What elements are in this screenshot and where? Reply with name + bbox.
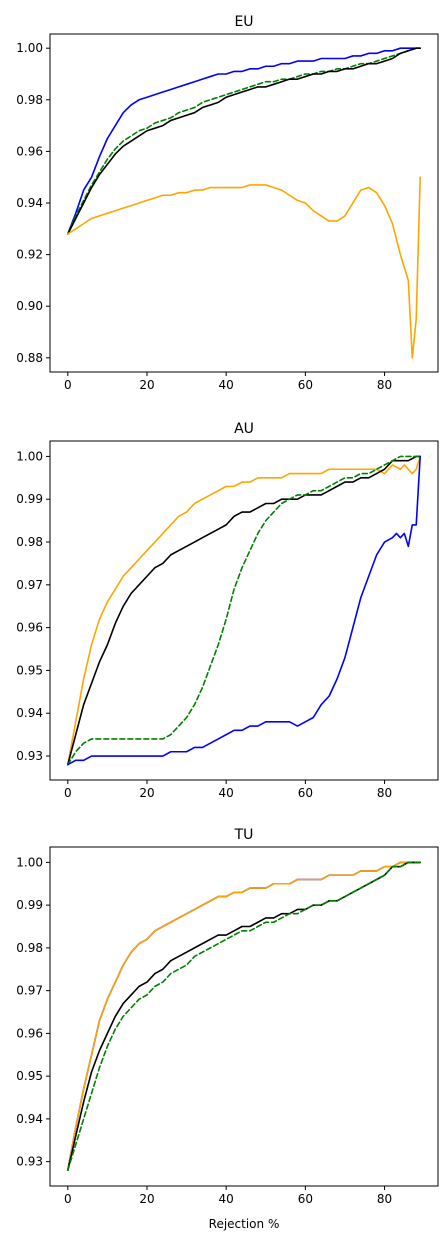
- y-tick-label: 0.95: [16, 663, 43, 677]
- y-tick-label: 0.98: [16, 93, 43, 107]
- y-tick-label: 0.94: [16, 1112, 43, 1126]
- y-tick-label: 0.96: [16, 621, 43, 635]
- x-tick-label: 80: [377, 1192, 392, 1206]
- chart-title: AU: [234, 421, 254, 437]
- y-tick-label: 0.99: [16, 898, 43, 912]
- series-line-0: [67, 47, 421, 235]
- y-tick-label: 1.00: [16, 855, 43, 869]
- x-axis-label: Rejection %: [209, 1217, 280, 1231]
- x-tick-label: 80: [377, 786, 392, 800]
- series-line-2: [67, 455, 421, 766]
- series-line-2: [67, 47, 421, 235]
- y-tick-label: 0.96: [16, 144, 43, 158]
- x-tick-label: 60: [298, 786, 313, 800]
- series-line-3: [67, 455, 421, 766]
- x-tick-label: 60: [298, 1192, 313, 1206]
- x-tick-label: 20: [139, 1192, 154, 1206]
- chart-title: TU: [234, 827, 254, 843]
- series-line-3: [67, 861, 421, 1171]
- y-tick-label: 0.97: [16, 578, 43, 592]
- plot-frame: [49, 440, 439, 781]
- x-tick-label: 0: [64, 1192, 72, 1206]
- series-line-0: [67, 455, 421, 766]
- y-tick-label: 0.93: [16, 1155, 43, 1169]
- series-line-1: [67, 47, 421, 235]
- y-tick-label: 1.00: [16, 41, 43, 55]
- y-tick-label: 0.93: [16, 749, 43, 763]
- x-tick-label: 20: [139, 786, 154, 800]
- chart-panel-eu: EU 0 20 40 60 80 0.88 0.90 0.92 0.94 0.96 0.98 1.00: [16, 14, 439, 392]
- y-tick-label: 0.94: [16, 706, 43, 720]
- x-tick-label: 40: [219, 786, 234, 800]
- y-tick-label: 1.00: [16, 449, 43, 463]
- plot-frame: [49, 846, 439, 1187]
- y-tick-label: 0.97: [16, 984, 43, 998]
- series-line-1: [67, 455, 421, 766]
- chart-panel-tu: TU Rejection % 0 20 40 60 80 0.93 0.94 0.95 0.96…: [16, 827, 439, 1231]
- x-tick-label: 20: [139, 378, 154, 392]
- y-tick-label: 0.95: [16, 1069, 43, 1083]
- y-tick-label: 0.98: [16, 941, 43, 955]
- chart-panel-au: AU 0 20 40 60 80 0.93 0.94 0.95 0.96 0.97 0.98 0.99…: [16, 421, 439, 800]
- y-tick-label: 0.90: [16, 299, 43, 313]
- series-line-2: [67, 861, 421, 1171]
- x-tick-label: 0: [64, 378, 72, 392]
- y-tick-label: 0.98: [16, 535, 43, 549]
- x-tick-label: 40: [219, 378, 234, 392]
- series-line-1: [67, 861, 421, 1171]
- x-tick-label: 0: [64, 786, 72, 800]
- y-tick-label: 0.99: [16, 492, 43, 506]
- x-tick-label: 80: [377, 378, 392, 392]
- chart-title: EU: [234, 14, 253, 30]
- y-tick-label: 0.94: [16, 196, 43, 210]
- x-tick-label: 60: [298, 378, 313, 392]
- series-line-3: [67, 176, 421, 359]
- x-tick-label: 40: [219, 1192, 234, 1206]
- y-tick-label: 0.92: [16, 248, 43, 262]
- y-tick-label: 0.96: [16, 1026, 43, 1040]
- y-tick-label: 0.88: [16, 351, 43, 365]
